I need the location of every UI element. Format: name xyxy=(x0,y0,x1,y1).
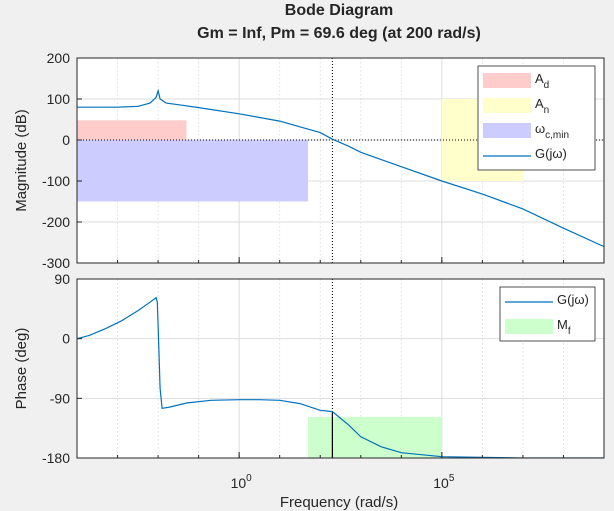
region-omega-c-min xyxy=(77,140,309,202)
mag-legend-swatch xyxy=(483,98,531,113)
mag-legend-key: G(jω) xyxy=(535,146,567,161)
phase-legend: G(jω) Mf xyxy=(499,286,596,342)
mag-legend-key: A xyxy=(535,96,544,111)
phase-ytick-label: 0 xyxy=(62,331,70,347)
phase-axes-border xyxy=(76,278,605,459)
mag-legend-subscript: c,min xyxy=(545,130,569,141)
phase-ytick-label: -90 xyxy=(50,390,70,406)
xtick-label: 100 xyxy=(231,473,253,491)
phase-legend-label: Mf xyxy=(557,317,571,337)
mag-legend-label: ωc,min xyxy=(535,121,569,141)
phase-ytick-label: -180 xyxy=(42,450,70,466)
phase-legend-swatch xyxy=(505,319,553,334)
xtick-label-base: 10 xyxy=(231,475,247,491)
region-m-f xyxy=(308,416,442,458)
mag-legend-swatch xyxy=(483,123,531,138)
chart-subtitle: Gm = Inf, Pm = 69.6 deg (at 200 rad/s) xyxy=(197,25,481,42)
phase-ytick-label: 90 xyxy=(54,271,70,287)
mag-legend-label: An xyxy=(535,96,549,116)
phase-ylabel: Phase (deg) xyxy=(13,328,30,410)
xtick-label-exponent: 0 xyxy=(246,473,252,484)
mag-legend-subscript: d xyxy=(544,80,550,91)
xtick-label-base: 10 xyxy=(433,475,449,491)
mag-legend-label: G(jω) xyxy=(535,146,567,161)
mag-ylabel: Magnitude (dB) xyxy=(13,109,30,212)
phase-legend-key: M xyxy=(557,317,568,332)
mag-ytick-label: 0 xyxy=(62,132,70,148)
xtick-label-exponent: 5 xyxy=(449,473,455,484)
mag-ytick-label: -200 xyxy=(42,214,70,230)
mag-series-line xyxy=(77,88,604,248)
mag-legend-key: A xyxy=(535,71,544,86)
phase-legend-label: G(jω) xyxy=(557,292,589,307)
phase-series-line xyxy=(77,296,604,458)
mag-legend-swatch xyxy=(483,73,531,88)
mag-axes-border xyxy=(76,57,605,264)
mag-ytick-label: -300 xyxy=(42,255,70,271)
mag-ytick-label: 100 xyxy=(47,91,71,107)
mag-legend-label: Ad xyxy=(535,71,549,91)
phase-legend-subscript: f xyxy=(568,326,571,337)
mag-legend-key: ω xyxy=(535,121,545,136)
mag-ytick-label: 200 xyxy=(47,50,71,66)
region-a-d xyxy=(77,120,187,140)
phase-legend-key: G(jω) xyxy=(557,292,589,307)
xtick-label: 105 xyxy=(433,473,455,491)
chart-title: Bode Diagram xyxy=(285,2,393,19)
mag-legend-subscript: n xyxy=(544,105,550,116)
x-axis-label: Frequency (rad/s) xyxy=(280,494,398,511)
mag-ytick-label: -100 xyxy=(42,173,70,189)
